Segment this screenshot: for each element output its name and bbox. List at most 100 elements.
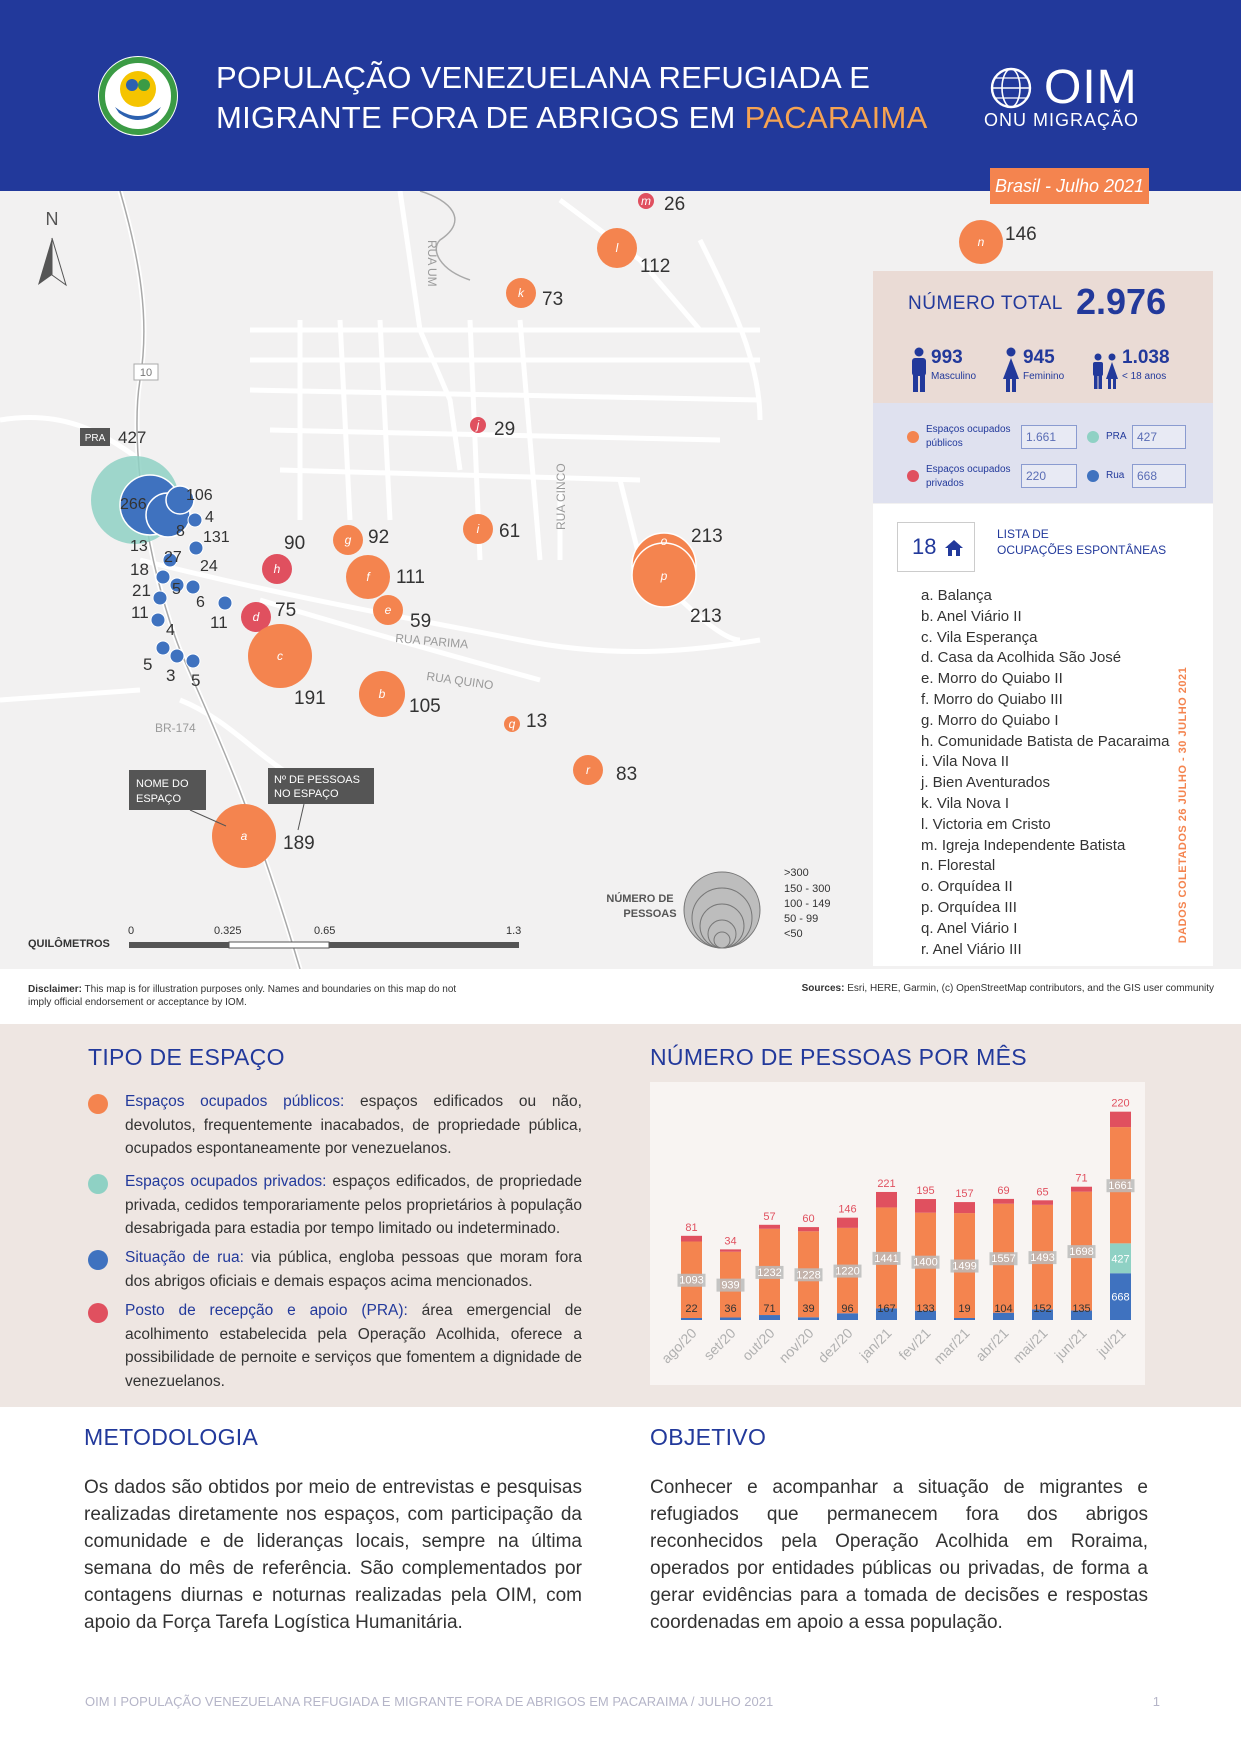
point-values: 26 112 146 73 29 61 213 213 92 111 59 90… [275,194,1037,854]
x-tick-label: out/20 [739,1325,778,1364]
data-label: 427 [1111,1253,1129,1265]
point-letter: k [518,286,525,300]
map-point-rua[interactable] [155,640,171,656]
callout-count-box [268,768,374,804]
map-point-e[interactable] [373,595,403,625]
point-letter: o [661,534,668,548]
map-points-rua-small [150,512,233,669]
rua-label: 266 [120,496,147,513]
map-point-k[interactable] [506,278,536,308]
data-label-bg [950,1259,979,1273]
map-point-rua[interactable] [169,648,185,664]
data-label: 34 [724,1235,736,1247]
rua-label: 13 [130,538,148,555]
map-point-f[interactable] [346,555,390,599]
point-letter: l [616,241,619,255]
occupations-list: a. Balança b. Anel Viário II c. Vila Esp… [921,586,1169,960]
data-label: 1557 [991,1253,1015,1265]
size-legend-title-l1: NÚMERO DE [606,892,673,905]
point-letter: r [586,763,591,777]
map-point-a[interactable] [212,804,276,868]
data-label: 1661 [1108,1180,1132,1192]
bar-segment [681,1318,702,1320]
rua-label: 27 [164,549,182,566]
map-point-rua[interactable] [162,552,178,568]
map-point-h[interactable] [262,554,292,584]
point-letter: h [274,562,281,576]
callout-line [189,809,227,827]
bar-segment [759,1224,780,1229]
female-label: Feminino [1023,371,1065,382]
bar-segment [954,1318,975,1320]
data-label: 1232 [757,1267,781,1279]
map-point-j[interactable] [470,417,486,433]
bar-segment [876,1191,897,1208]
bar-segment [720,1249,741,1252]
road-label-br174: BR-174 [155,721,196,735]
map-point-q[interactable] [504,716,520,732]
point-letter: m [641,194,651,208]
disclaimer: Disclaimer: This map is for illustration… [28,984,457,1008]
point-value: 75 [275,600,296,621]
type-item-pra: Posto de recepção e apoio (PRA): área em… [88,1299,582,1393]
monthly-chart: 1093 22 81 ago/20 939 36 34 set/20 1232 71 57 out/2… [650,1082,1145,1385]
data-label: 133 [916,1303,934,1315]
map-point-rua[interactable] [217,595,233,611]
map-point-c[interactable] [248,624,312,688]
data-label: 939 [721,1280,739,1292]
map-point-p[interactable] [631,542,697,608]
map-point-rua[interactable] [155,569,171,585]
map-point-rua[interactable] [185,579,201,595]
map-point-i[interactable] [463,514,493,544]
callout-name-l1: NOME DO [136,778,189,790]
bar-segment [993,1312,1014,1320]
point-letter: c [277,649,283,663]
legend-label-pra: PRA [1106,431,1127,442]
map-point-b[interactable] [359,671,405,717]
bar-segment [993,1198,1014,1204]
data-label-bg [1106,1179,1135,1193]
north-arrow-icon-right [51,237,67,287]
map-point-rua[interactable] [185,653,201,669]
point-letter: i [477,522,480,536]
x-tick-label: mai/21 [1010,1325,1051,1366]
oim-logo: OIM ONU MIGRAÇÃO [984,61,1138,134]
point-value: 146 [1005,224,1037,245]
x-tick-label: nov/20 [776,1325,817,1366]
title-line-2: MIGRANTE FORA DE ABRIGOS EM PACARAIMA [216,100,928,135]
map-point-n[interactable] [959,220,1003,264]
map-point-rua-106[interactable] [165,485,195,515]
metodologia-text: Os dados são obtidos por meio de entrevi… [84,1477,582,1633]
list-item: n. Florestal [921,857,996,875]
data-label: 1698 [1069,1246,1093,1258]
list-item: d. Casa da Acolhida São José [921,649,1122,667]
point-value: 26 [664,194,685,215]
data-label: 65 [1036,1186,1048,1198]
map-point-m[interactable] [638,193,654,209]
point-value: 59 [410,611,431,632]
collection-date-note: DADOS COLETADOS 26 JULHO - 30 JULHO 2021 [1177,666,1189,944]
map-point-rua[interactable] [187,512,203,528]
map-point-rua[interactable] [150,612,166,628]
map-point-rua[interactable] [152,590,168,606]
map-point-rua[interactable] [188,540,204,556]
map-point-l[interactable] [597,228,637,268]
map-point-g[interactable] [333,525,363,555]
legend-label-rua: Rua [1106,470,1125,481]
data-label: 220 [1111,1098,1129,1110]
x-tick-label: jul/21 [1093,1325,1129,1361]
size-legend-title-l2: PESSOAS [623,908,676,920]
list-item: e. Morro do Quiabo II [921,670,1063,688]
map-point-r[interactable] [573,755,603,785]
footer-text: OIM I POPULAÇÃO VENEZUELANA REFUGIADA E … [85,1694,774,1709]
rua-label: 5 [143,655,152,674]
point-value: 29 [494,419,515,440]
point-value: 92 [368,527,389,548]
data-label: 19 [958,1303,970,1315]
scale-label: QUILÔMETROS [28,937,110,950]
list-item: j. Bien Aventurados [921,774,1050,792]
map-point-rua[interactable] [169,577,185,593]
map-point-d[interactable] [241,602,271,632]
data-label: 104 [994,1303,1012,1315]
type-legend-box: Espaços ocupados públicos 1.661 PRA 427 … [873,403,1213,503]
